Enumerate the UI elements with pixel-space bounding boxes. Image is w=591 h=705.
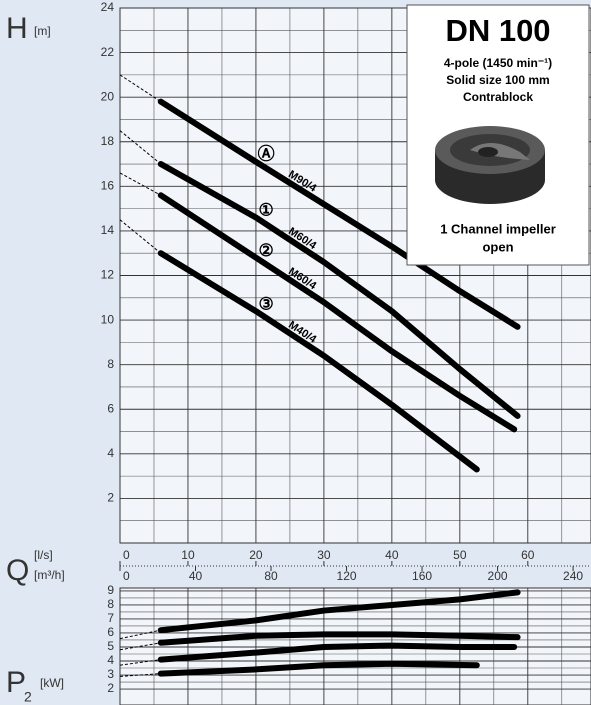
- curve: [157, 98, 521, 330]
- x2-tick-label: 0: [123, 569, 130, 583]
- y-tick-label: 12: [101, 268, 115, 282]
- y-tick-label: 4: [107, 653, 114, 667]
- curve: [157, 161, 521, 419]
- x-tick-label: 50: [453, 548, 467, 562]
- x-tick-label: 10: [181, 548, 195, 562]
- y-label: H: [6, 12, 28, 45]
- x-tick-label: 60: [521, 548, 535, 562]
- x2-tick-label: 200: [488, 569, 508, 583]
- x2-tick-label: 120: [337, 569, 357, 583]
- curve-marker: ①: [259, 201, 274, 220]
- info-caption: open: [482, 239, 513, 254]
- info-title: DN 100: [445, 13, 550, 48]
- y-tick-label: 2: [107, 491, 114, 505]
- extension-line: [119, 629, 161, 640]
- x2-unit: [m³/h]: [34, 568, 65, 582]
- x2-tick-label: 80: [264, 569, 278, 583]
- extension-line: [119, 130, 162, 165]
- y-tick-label: 14: [101, 223, 115, 237]
- y-label-sub: 2: [24, 689, 32, 705]
- y-tick-label: 16: [101, 179, 115, 193]
- info-box: DN 100 4-pole (1450 min⁻¹) Solid size 10…: [406, 4, 590, 266]
- y-unit: [kW]: [40, 676, 64, 690]
- y-tick-label: 8: [107, 597, 114, 611]
- x-tick-label: 30: [317, 548, 331, 562]
- x-unit: [l/s]: [34, 548, 53, 562]
- curve-marker: ②: [259, 241, 274, 260]
- y-tick-label: 7: [107, 611, 114, 625]
- y-tick-label: 6: [107, 401, 114, 415]
- curve: [157, 250, 480, 473]
- curve: [157, 631, 521, 646]
- info-caption: 1 Channel impeller: [440, 221, 556, 236]
- extension-line: [119, 172, 162, 196]
- y-tick-label: 3: [107, 667, 114, 681]
- info-line: 4-pole (1450 min⁻¹): [444, 56, 552, 70]
- impeller-image: [435, 126, 545, 204]
- y-tick-label: 9: [107, 583, 114, 597]
- y-tick-label: 10: [101, 312, 115, 326]
- extension-line: [119, 659, 161, 666]
- x-tick-label: 40: [385, 548, 399, 562]
- info-line: Solid size 100 mm: [446, 73, 549, 87]
- y-tick-label: 2: [107, 681, 114, 695]
- extension-line: [119, 74, 162, 103]
- curve: [157, 642, 518, 663]
- x2-tick-label: 40: [189, 569, 203, 583]
- y-tick-label: 6: [107, 625, 114, 639]
- curve: [157, 192, 518, 433]
- extension-line: [119, 673, 161, 677]
- extension-line: [119, 219, 162, 254]
- info-line: Contrablock: [463, 90, 533, 104]
- y-label: P: [6, 666, 26, 699]
- x-tick-label: 0: [123, 548, 130, 562]
- x2-tick-label: 240: [563, 569, 583, 583]
- y-tick-label: 18: [101, 134, 115, 148]
- y-tick-label: 20: [101, 89, 115, 103]
- x-tick-label: 20: [249, 548, 263, 562]
- x-label: Q: [6, 554, 29, 587]
- extension-line: [119, 642, 161, 651]
- curve-marker: ③: [259, 294, 274, 313]
- y-tick-label: 5: [107, 639, 114, 653]
- y-tick-label: 24: [101, 0, 115, 14]
- y-unit: [m]: [34, 24, 51, 38]
- curve: [157, 660, 480, 677]
- y-tick-label: 22: [101, 45, 115, 59]
- y-tick-label: 8: [107, 357, 114, 371]
- curve: [157, 589, 521, 634]
- x2-tick-label: 160: [412, 569, 432, 583]
- curve-marker: Ⓐ: [258, 144, 275, 164]
- y-tick-label: 4: [107, 446, 114, 460]
